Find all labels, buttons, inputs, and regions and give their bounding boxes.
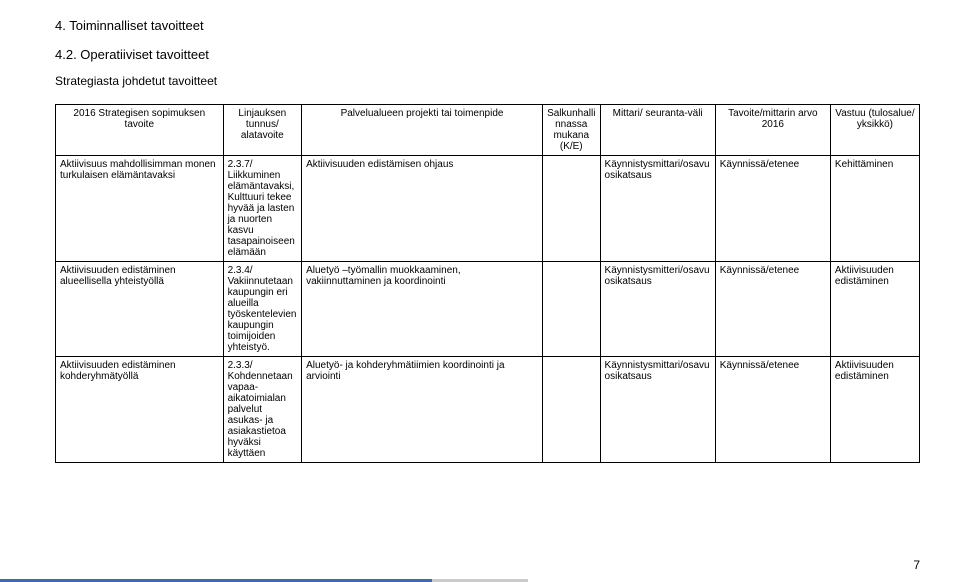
section-heading-1: 4. Toiminnalliset tavoitteet [55, 18, 920, 33]
cell-action: Aktiivisuuden edistämisen ohjaus [302, 156, 543, 262]
cell-owner: Aktiivisuuden edistäminen [830, 357, 919, 463]
col-header: 2016 Strategisen sopimuksen tavoite [56, 105, 224, 156]
page-number: 7 [913, 558, 920, 572]
table-row: Aktiivisuuden edistäminen kohderyhmätyöl… [56, 357, 920, 463]
table-row: Aktiivisuuden edistäminen alueellisella … [56, 262, 920, 357]
table-header-row: 2016 Strategisen sopimuksen tavoite Linj… [56, 105, 920, 156]
table-row: Aktiivisuus mahdollisimman monen turkula… [56, 156, 920, 262]
cell-code: 2.3.4/ Vakiinnutetaan kaupungin eri alue… [223, 262, 302, 357]
cell-ke [542, 262, 600, 357]
col-header: Salkunhallinnassa mukana (K/E) [542, 105, 600, 156]
cell-target: Käynnissä/etenee [715, 357, 830, 463]
cell-metric: Käynnistysmitteri/osavuosikatsaus [600, 262, 715, 357]
cell-ke [542, 357, 600, 463]
col-header: Vastuu (tulosalue/ yksikkö) [830, 105, 919, 156]
cell-code: 2.3.7/ Liikkuminen elämäntavaksi, Kulttu… [223, 156, 302, 262]
col-header: Tavoite/mittarin arvo 2016 [715, 105, 830, 156]
col-header: Palvelualueen projekti tai toimenpide [302, 105, 543, 156]
cell-metric: Käynnistysmittari/osavuosikatsaus [600, 156, 715, 262]
cell-target: Käynnissä/etenee [715, 156, 830, 262]
cell-goal: Aktiivisuuden edistäminen kohderyhmätyöl… [56, 357, 224, 463]
cell-action: Aluetyö- ja kohderyhmätiimien koordinoin… [302, 357, 543, 463]
cell-goal: Aktiivisuuden edistäminen alueellisella … [56, 262, 224, 357]
cell-code: 2.3.3/ Kohdennetaan vapaa-aikatoimialan … [223, 357, 302, 463]
section-subheading: Strategiasta johdetut tavoitteet [55, 74, 920, 88]
col-header: Linjauksen tunnus/ alatavoite [223, 105, 302, 156]
cell-target: Käynnissä/etenee [715, 262, 830, 357]
cell-action: Aluetyö –työmallin muokkaaminen, vakiinn… [302, 262, 543, 357]
section-heading-2: 4.2. Operatiiviset tavoitteet [55, 47, 920, 62]
col-header: Mittari/ seuranta-väli [600, 105, 715, 156]
cell-metric: Käynnistysmittari/osavuosikatsaus [600, 357, 715, 463]
goals-table: 2016 Strategisen sopimuksen tavoite Linj… [55, 104, 920, 463]
cell-owner: Aktiivisuuden edistäminen [830, 262, 919, 357]
cell-goal: Aktiivisuus mahdollisimman monen turkula… [56, 156, 224, 262]
cell-owner: Kehittäminen [830, 156, 919, 262]
cell-ke [542, 156, 600, 262]
